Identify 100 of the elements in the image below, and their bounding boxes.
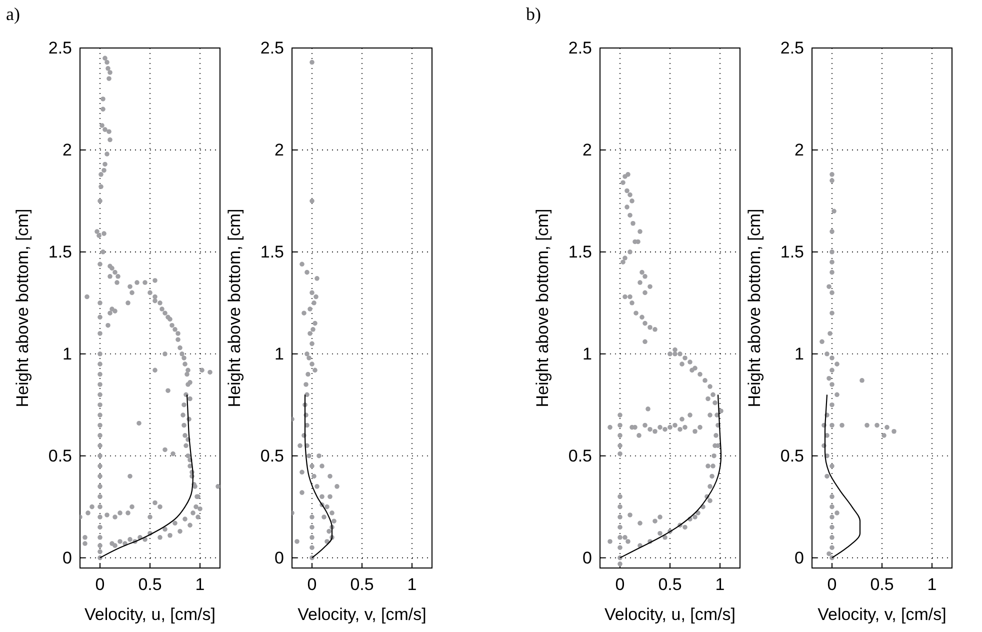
y-tick-label: 0: [794, 548, 804, 568]
point: [892, 428, 896, 434]
point: [826, 376, 832, 381]
point: [830, 545, 834, 550]
point: [310, 341, 314, 346]
x-tick-label: 0.5: [658, 575, 682, 594]
y-tick-label: 2: [274, 140, 284, 160]
point: [830, 382, 834, 387]
point: [310, 290, 314, 296]
point: [314, 294, 318, 300]
x-axis-title: Velocity, v, [cm/s]: [298, 605, 426, 624]
y-tick-label: 2.5: [780, 38, 804, 58]
point: [304, 382, 308, 387]
y-tick-label: 2: [794, 140, 804, 160]
x-axis-title: Velocity, v, [cm/s]: [818, 605, 946, 624]
y-tick-label: 0.5: [780, 446, 804, 466]
point: [830, 422, 834, 428]
y-tick-label: 1.5: [260, 242, 284, 262]
point: [314, 276, 320, 281]
x-tick-label: 0.5: [138, 575, 162, 594]
text: b): [526, 4, 541, 24]
point: [834, 362, 840, 366]
point: [830, 310, 834, 316]
point: [324, 504, 330, 510]
point: [830, 514, 834, 520]
point: [860, 378, 864, 383]
x-tick-label: 0: [615, 575, 625, 594]
x-tick-label: 1: [407, 575, 417, 594]
point: [300, 490, 304, 495]
y-axis-title: Height above bottom, [cm]: [533, 208, 552, 408]
x-tick-label: 0.5: [870, 575, 894, 594]
point: [830, 494, 834, 500]
y-tick-label: 0: [62, 548, 72, 568]
x-axis-title: Velocity, u, [cm/s]: [604, 605, 736, 624]
point: [330, 510, 334, 516]
point: [304, 351, 310, 356]
point: [834, 392, 840, 398]
point: [884, 424, 890, 430]
point: [316, 453, 322, 458]
point: [312, 368, 318, 373]
point: [306, 453, 312, 458]
point: [306, 372, 310, 377]
point: [326, 528, 332, 534]
point: [864, 422, 870, 428]
point: [320, 494, 324, 500]
point: [830, 250, 834, 254]
y-tick-label: 0: [582, 548, 592, 568]
y-tick-label: 1: [274, 344, 284, 364]
x-tick-label: 1: [715, 575, 725, 594]
point: [824, 351, 830, 356]
y-tick-label: 1: [62, 344, 72, 364]
y-tick-label: 1.5: [568, 242, 592, 262]
y-tick-label: 0.5: [260, 446, 284, 466]
point: [310, 545, 314, 550]
y-tick-label: 2.5: [260, 38, 284, 58]
point: [332, 518, 336, 524]
point: [328, 494, 332, 500]
y-tick-label: 1: [582, 344, 592, 364]
point: [304, 392, 310, 398]
point: [832, 208, 836, 214]
x-tick-label: 0: [95, 575, 105, 594]
point: [882, 433, 886, 438]
y-tick-label: 2.5: [568, 38, 592, 58]
point: [834, 510, 840, 516]
point: [828, 331, 832, 336]
point: [310, 524, 314, 530]
y-tick-label: 0.5: [48, 446, 72, 466]
point: [312, 300, 316, 306]
point: [312, 474, 316, 479]
point: [310, 60, 314, 65]
point: [830, 172, 834, 177]
point: [830, 178, 834, 183]
point: [830, 368, 834, 373]
point: [322, 514, 326, 520]
point: [314, 484, 320, 489]
point: [830, 464, 834, 468]
point: [304, 270, 310, 275]
y-tick-label: 2: [582, 140, 592, 160]
point: [312, 320, 318, 326]
x-tick-label: 1: [195, 575, 205, 594]
x-tick-label: 1: [927, 575, 937, 594]
y-tick-label: 1: [794, 344, 804, 364]
point: [310, 198, 314, 204]
point: [830, 504, 834, 510]
point: [328, 474, 332, 479]
x-tick-label: 0.5: [350, 575, 374, 594]
point: [820, 339, 824, 344]
x-tick-label: 0: [827, 575, 837, 594]
point: [824, 474, 830, 479]
point: [826, 551, 832, 556]
y-tick-label: 1.5: [780, 242, 804, 262]
x-axis-title: Velocity, u, [cm/s]: [84, 605, 216, 624]
point: [302, 310, 306, 316]
y-tick-label: 0: [274, 548, 284, 568]
point: [334, 484, 340, 489]
x-tick-label: 0: [307, 575, 317, 594]
point: [310, 327, 316, 332]
point: [840, 422, 844, 428]
point: [310, 464, 314, 468]
point: [830, 356, 834, 360]
